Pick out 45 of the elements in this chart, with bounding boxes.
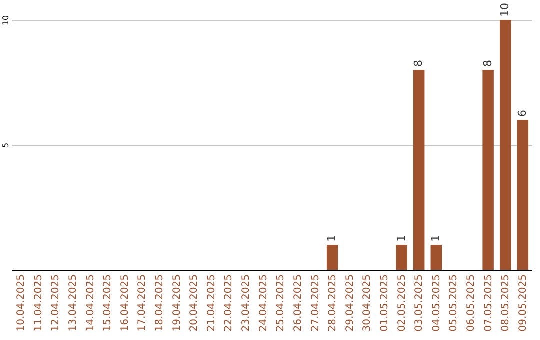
bar — [326, 245, 338, 270]
x-tick-label: 06.05.2025 — [466, 274, 477, 332]
x-tick-label: 27.04.2025 — [310, 274, 322, 332]
x-tick-label: 30.04.2025 — [362, 274, 374, 332]
x-tick-label: 09.05.2025 — [518, 274, 529, 332]
x-tick-label: 22.04.2025 — [224, 274, 235, 332]
x-tick-label: 11.04.2025 — [33, 274, 44, 332]
x-tick-label: 07.05.2025 — [483, 274, 494, 332]
x-tick-label: 04.05.2025 — [431, 274, 442, 332]
x-tick-label: 03.05.2025 — [414, 274, 426, 332]
x-tick-label: 28.04.2025 — [328, 274, 339, 332]
x-tick-label: 23.04.2025 — [241, 274, 252, 332]
bar — [396, 245, 408, 270]
x-tick-label: 18.04.2025 — [154, 274, 166, 332]
data-label: 8 — [481, 60, 494, 67]
x-tick-label: 16.04.2025 — [120, 274, 131, 332]
x-tick-label: 29.04.2025 — [344, 274, 356, 332]
x-tick-label: 01.05.2025 — [379, 274, 390, 332]
data-label: 8 — [412, 60, 426, 67]
y-tick-label: 5 — [2, 142, 10, 148]
x-tick-label: 25.04.2025 — [276, 274, 287, 332]
x-tick-label: 20.04.2025 — [189, 274, 200, 332]
bar — [430, 245, 442, 270]
bar — [413, 70, 425, 270]
data-label: 10 — [498, 3, 512, 17]
x-tick-label: 21.04.2025 — [206, 274, 218, 332]
x-tick-label: 15.04.2025 — [102, 274, 114, 332]
data-label: 1 — [429, 235, 442, 242]
x-tick-label: 24.04.2025 — [258, 274, 270, 332]
x-tick-label: 13.04.2025 — [68, 274, 79, 332]
x-tick-label: 02.05.2025 — [396, 274, 408, 332]
x-tick-label: 12.04.2025 — [50, 274, 62, 332]
x-tick-label: 14.04.2025 — [85, 274, 96, 332]
x-tick-label: 17.04.2025 — [137, 274, 148, 332]
data-label: 1 — [394, 235, 408, 242]
x-tick-label: 19.04.2025 — [172, 274, 183, 332]
x-tick-label: 26.04.2025 — [292, 274, 304, 332]
x-tick-label: 05.05.2025 — [448, 274, 460, 332]
bar — [500, 20, 512, 270]
bar — [482, 70, 494, 270]
data-label: 1 — [326, 235, 339, 242]
bar — [517, 120, 529, 270]
x-tick-label: 10.04.2025 — [16, 274, 28, 332]
x-tick-label: 08.05.2025 — [500, 274, 512, 332]
data-label: 6 — [516, 110, 529, 117]
